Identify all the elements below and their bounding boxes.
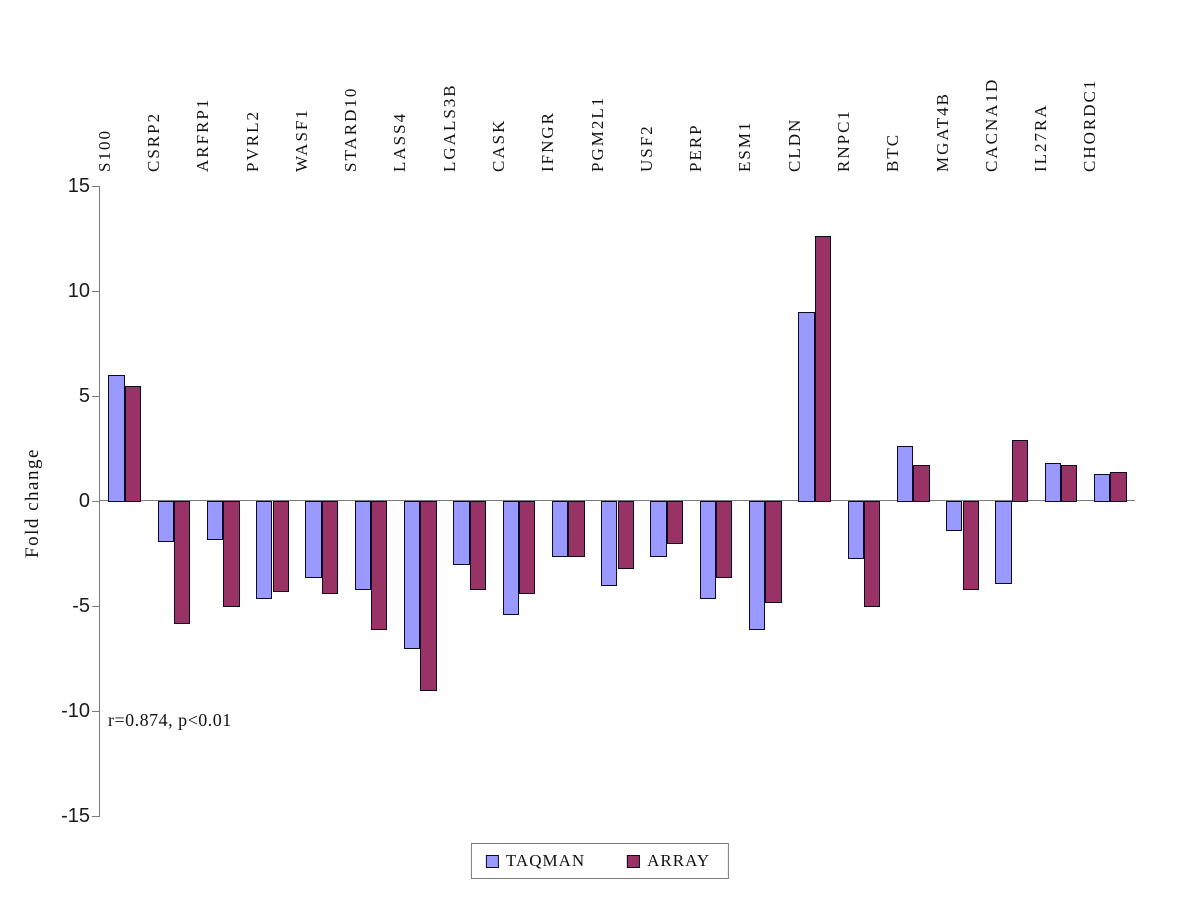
- bar-taqman-lgals3b: [453, 501, 470, 565]
- bar-taqman-il27ra: [1044, 463, 1062, 502]
- category-label-il27ra: IL27RA: [1031, 103, 1051, 172]
- bar-taqman-cldn: [798, 312, 815, 502]
- y-tick-label: 5: [78, 385, 90, 407]
- y-tick-mark: [92, 606, 99, 607]
- legend: TAQMAN ARRAY: [470, 843, 730, 879]
- bar-array-usf2: [666, 501, 684, 544]
- bar-array-cldn: [814, 236, 832, 502]
- bar-taqman-pgm2l1: [601, 501, 618, 586]
- category-label-s100: S100: [94, 129, 114, 172]
- bar-array-arfrp1: [223, 501, 240, 607]
- bar-taqman-mgat4b: [946, 501, 963, 532]
- y-tick-mark: [92, 816, 99, 817]
- y-tick-mark: [92, 186, 99, 187]
- bar-array-mgat4b: [962, 501, 979, 591]
- legend-swatch-array: [627, 854, 641, 868]
- category-label-csrp2: CSRP2: [143, 111, 163, 172]
- bar-taqman-esm1: [748, 501, 766, 631]
- category-label-lgals3b: LGALS3B: [439, 83, 459, 172]
- category-label-cldn: CLDN: [784, 117, 804, 172]
- zero-gridline: [100, 500, 1135, 501]
- category-label-usf2: USF2: [636, 124, 656, 172]
- bar-taqman-pvrl2: [256, 501, 273, 599]
- category-label-cacna1d: CACNA1D: [981, 77, 1001, 172]
- category-label-wasf1: WASF1: [291, 108, 311, 172]
- y-axis-title: Fold change: [22, 448, 43, 558]
- legend-item-array: ARRAY: [627, 851, 710, 871]
- y-tick-label: -5: [72, 595, 90, 617]
- category-label-stard10: STARD10: [341, 86, 361, 172]
- y-tick-label: -15: [61, 805, 90, 827]
- bar-taqman-s100: [108, 375, 125, 502]
- y-tick-label: -10: [61, 700, 90, 722]
- category-label-cask: CASK: [488, 118, 508, 172]
- category-label-pvrl2: PVRL2: [242, 110, 262, 172]
- bar-taqman-csrp2: [157, 501, 174, 542]
- bar-array-cacna1d: [1011, 440, 1029, 502]
- bar-array-cask: [518, 501, 536, 595]
- bar-array-lass4: [420, 501, 437, 691]
- category-label-ifngr: IFNGR: [538, 110, 558, 172]
- bar-array-pvrl2: [272, 501, 289, 593]
- bar-array-lgals3b: [469, 501, 487, 591]
- bar-array-perp: [716, 501, 733, 578]
- legend-item-taqman: TAQMAN: [485, 851, 586, 871]
- bar-array-s100: [124, 385, 142, 502]
- bar-array-btc: [913, 465, 930, 502]
- bar-array-il27ra: [1061, 465, 1078, 502]
- bar-taqman-rnpc1: [847, 501, 864, 559]
- bar-taqman-ifngr: [551, 501, 569, 557]
- bar-taqman-cask: [502, 501, 519, 616]
- legend-swatch-taqman: [485, 854, 499, 868]
- bar-taqman-stard10: [354, 501, 372, 591]
- bar-array-chordc1: [1110, 471, 1127, 502]
- legend-label: ARRAY: [647, 851, 711, 870]
- bar-taqman-btc: [896, 446, 914, 502]
- y-tick-mark: [92, 291, 99, 292]
- y-axis-line: [99, 186, 100, 817]
- bar-taqman-usf2: [650, 501, 667, 557]
- bar-array-ifngr: [568, 501, 585, 557]
- correlation-annotation: r=0.874, p<0.01: [108, 710, 232, 730]
- category-label-btc: BTC: [883, 132, 903, 172]
- y-tick-mark: [92, 501, 99, 502]
- bar-array-stard10: [371, 501, 388, 631]
- bar-array-esm1: [765, 501, 782, 603]
- category-label-chordc1: CHORDC1: [1080, 78, 1100, 172]
- bar-taqman-cacna1d: [995, 501, 1012, 584]
- category-label-arfrp1: ARFRP1: [193, 97, 213, 172]
- plot-area: 15 10 5 0 -5 -10 -15 S100 CSRP2 ARFRP1 PVRL2 WASF1…: [61, 78, 1135, 826]
- bar-taqman-wasf1: [305, 501, 322, 578]
- y-tick-label: 10: [67, 280, 90, 302]
- bar-array-rnpc1: [863, 501, 881, 607]
- y-tick-label: 0: [78, 490, 90, 512]
- category-label-lass4: LASS4: [390, 111, 410, 172]
- category-label-rnpc1: RNPC1: [833, 109, 853, 172]
- bar-taqman-arfrp1: [206, 501, 224, 540]
- bar-array-wasf1: [321, 501, 339, 595]
- bar-array-pgm2l1: [617, 501, 634, 570]
- bar-taqman-lass4: [403, 501, 421, 649]
- legend-label: TAQMAN: [505, 851, 586, 870]
- bar-taqman-chordc1: [1093, 473, 1111, 502]
- y-tick-mark: [92, 711, 99, 712]
- category-label-mgat4b: MGAT4B: [932, 91, 952, 172]
- bar-array-csrp2: [173, 501, 191, 624]
- category-label-pgm2l1: PGM2L1: [587, 95, 607, 172]
- bar-taqman-perp: [699, 501, 717, 599]
- y-tick-label: 15: [67, 175, 90, 197]
- category-label-esm1: ESM1: [735, 120, 755, 172]
- category-label-perp: PERP: [686, 123, 706, 172]
- y-tick-mark: [92, 396, 99, 397]
